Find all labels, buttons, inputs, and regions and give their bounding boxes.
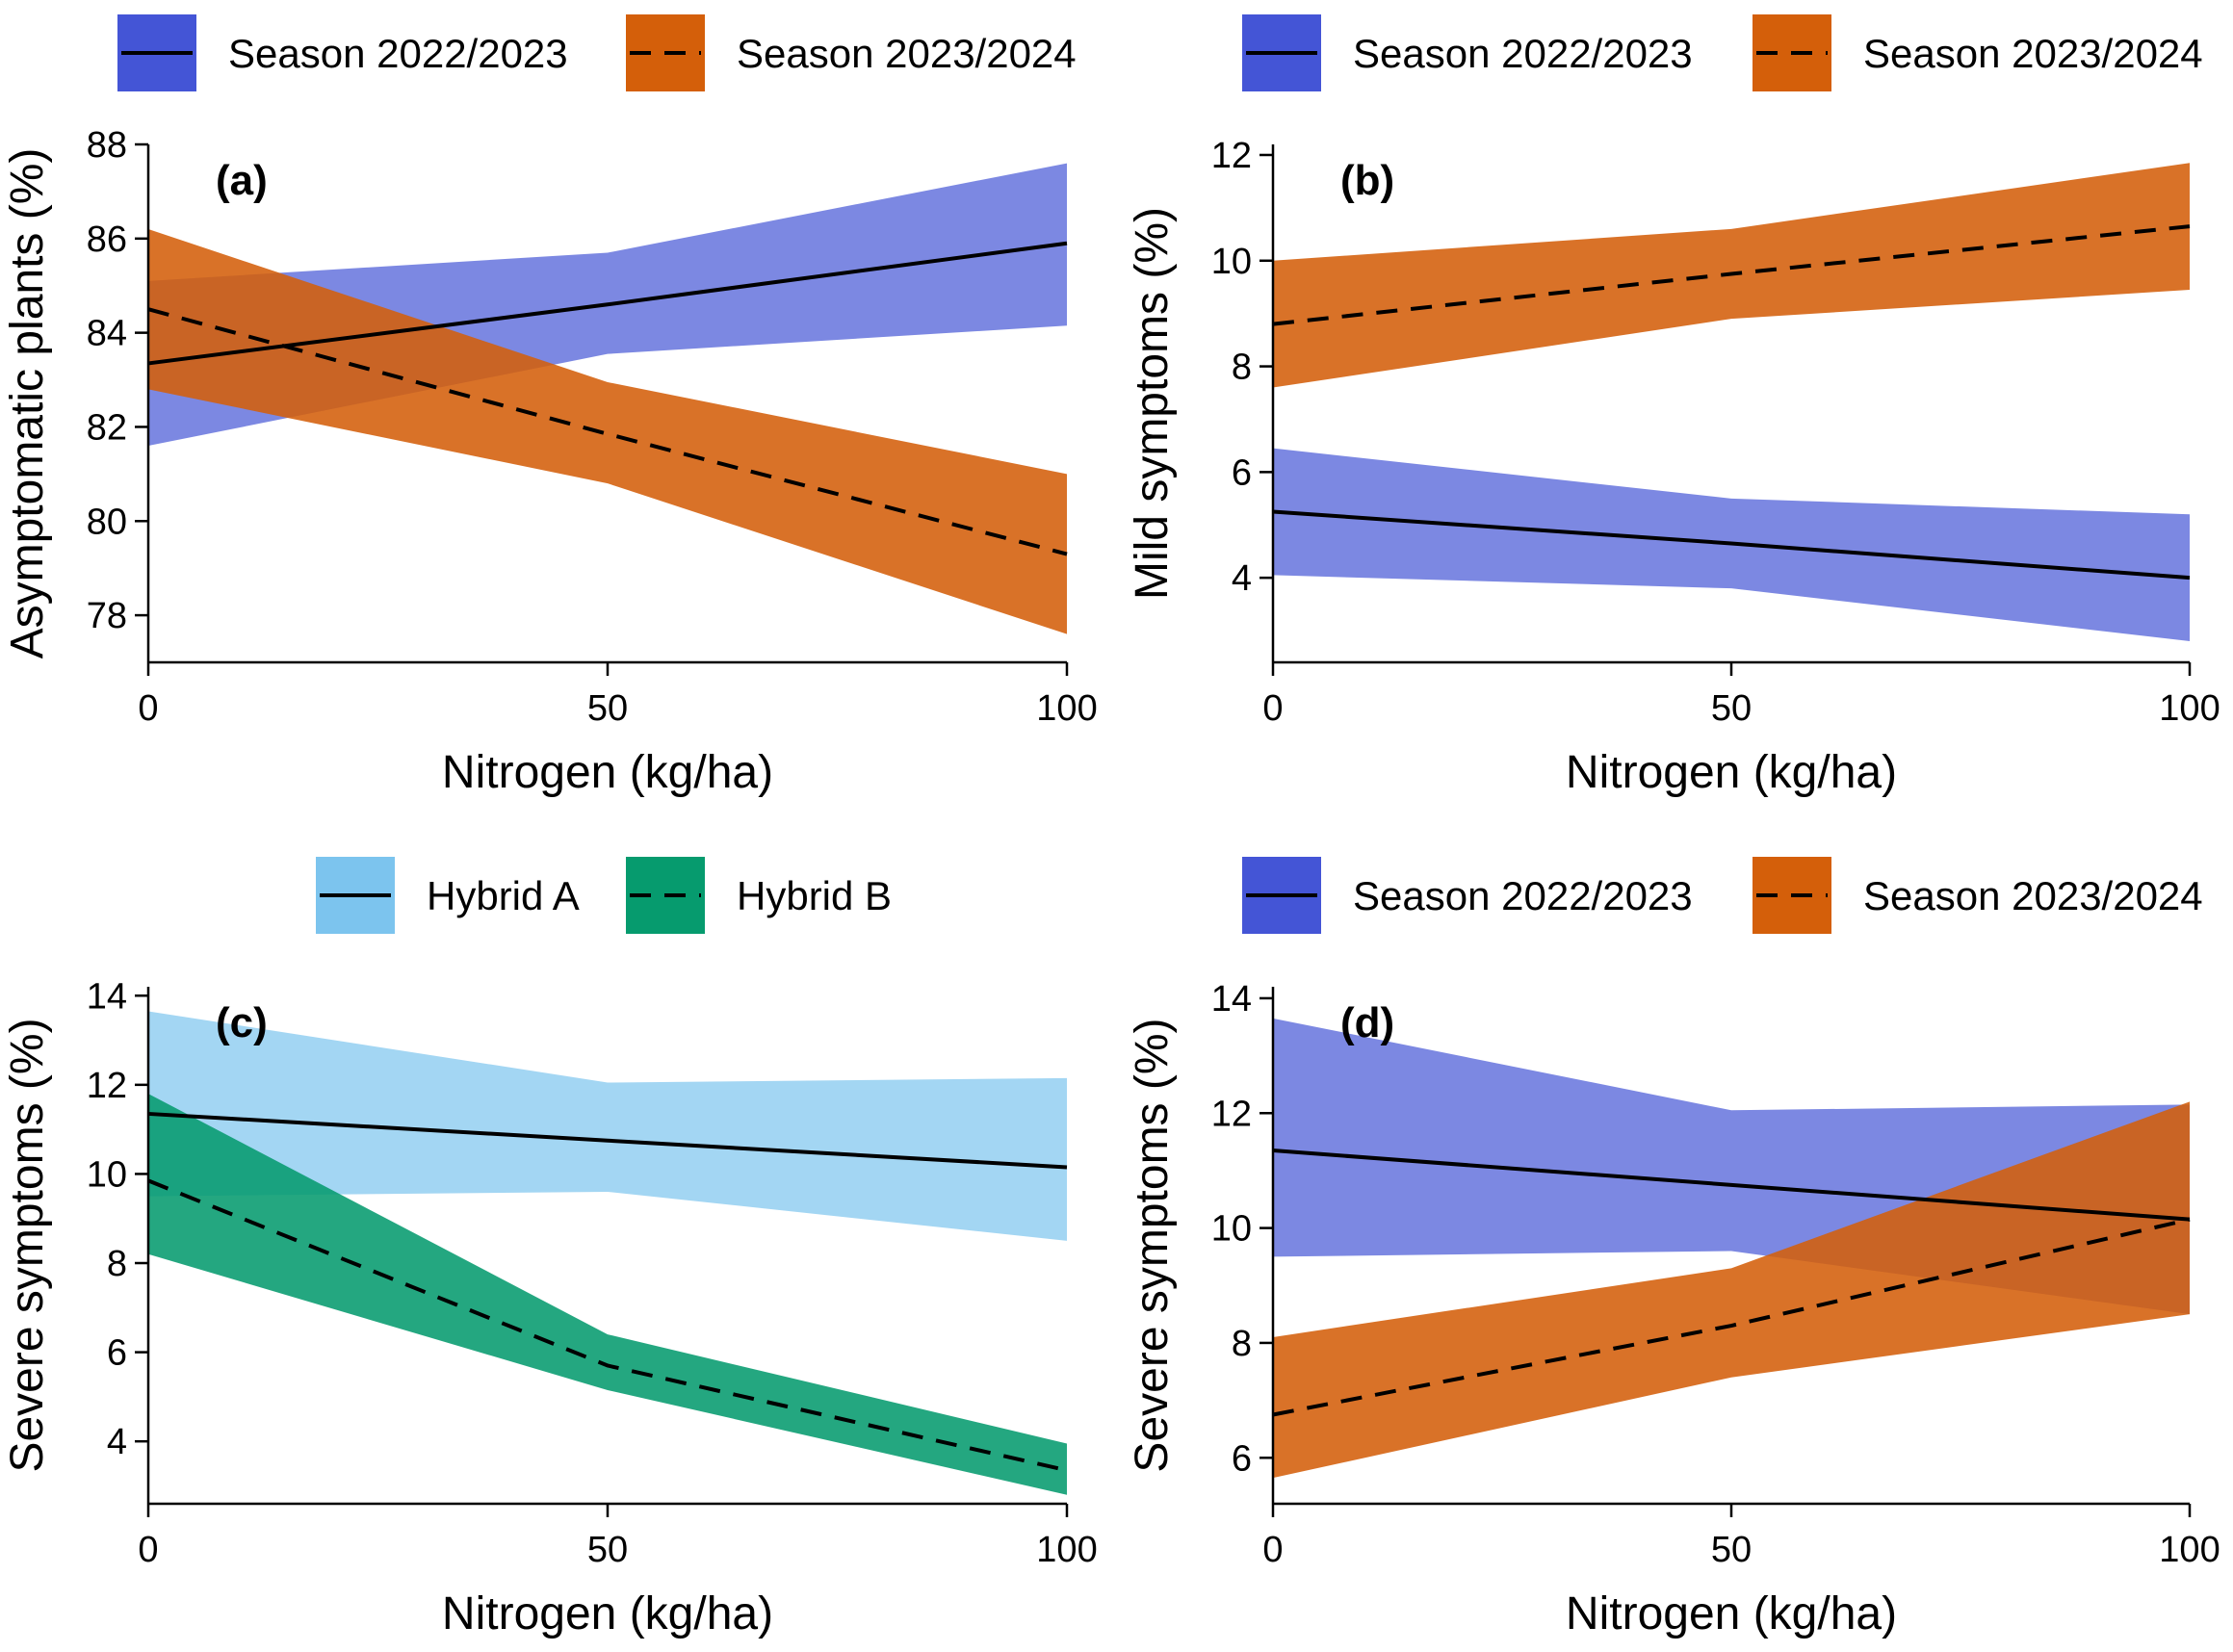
legend: Season 2022/2023 Season 2023/2024: [1242, 14, 2203, 91]
x-axis-title: Nitrogen (kg/ha): [1566, 1588, 1897, 1639]
legend: Season 2022/2023 Season 2023/2024: [1242, 857, 2203, 934]
y-tick-label: 10: [1211, 1209, 1252, 1250]
legend: Hybrid A Hybrid B: [316, 857, 892, 934]
legend-item-2: Season 2023/2024: [626, 14, 1077, 91]
y-axis-title: Severe symptoms (%): [2, 1018, 53, 1472]
y-tick-label: 6: [1232, 1438, 1252, 1479]
y-tick-label: 8: [1232, 348, 1252, 388]
y-tick-label: 4: [107, 1422, 127, 1462]
panel-label: (c): [216, 999, 268, 1046]
x-tick-label: 0: [138, 1530, 158, 1570]
legend-label: Hybrid B: [737, 873, 892, 918]
series-line-2: [1272, 224, 2191, 326]
confidence-band-2: [148, 1094, 1067, 1495]
series-line-2: [147, 1178, 1068, 1473]
y-tick-label: 14: [87, 976, 127, 1017]
legend-item-1: Season 2022/2023: [1242, 14, 1693, 91]
y-tick-label: 84: [87, 314, 127, 354]
confidence-band-2: [1273, 1101, 2190, 1479]
legend-label: Season 2022/2023: [228, 31, 568, 76]
y-tick-label: 8: [107, 1244, 127, 1284]
x-tick-label: 100: [1036, 1530, 1097, 1570]
y-axis-title: Mild symptoms (%): [1127, 207, 1178, 600]
confidence-band-1: [148, 1011, 1067, 1241]
panel-b: 0 50 100 4 6 8 10 12 Nitrogen (kg/ha) Mild sympto…: [1127, 14, 2220, 798]
y-tick-label: 4: [1232, 558, 1252, 599]
x-tick-label: 100: [1036, 688, 1097, 729]
legend-item-2: Season 2023/2024: [1753, 14, 2203, 91]
x-tick-label: 50: [1711, 1530, 1752, 1570]
y-tick-label: 78: [87, 596, 127, 636]
y-tick-label: 8: [1232, 1324, 1252, 1364]
y-tick-label: 12: [87, 1066, 127, 1106]
y-tick-label: 80: [87, 502, 127, 542]
panel-label: (b): [1340, 157, 1394, 204]
y-tick-label: 10: [87, 1154, 127, 1195]
y-tick-label: 6: [1232, 452, 1252, 493]
y-tick-label: 6: [107, 1333, 127, 1374]
y-tick-label: 88: [87, 125, 127, 166]
legend-item-1: Season 2022/2023: [117, 14, 568, 91]
y-tick-label: 82: [87, 407, 127, 448]
y-axis-title: Severe symptoms (%): [1127, 1018, 1178, 1472]
series-line-1: [147, 1111, 1068, 1170]
series-line-1: [1272, 509, 2191, 581]
panel-d: 0 50 100 6 8 10 12 14 Nitrogen (kg/ha) Severe sym…: [1127, 857, 2220, 1639]
x-tick-label: 0: [138, 688, 158, 729]
confidence-band-2: [148, 229, 1067, 634]
legend-label: Hybrid A: [427, 873, 580, 918]
legend-label: Season 2023/2024: [1863, 31, 2203, 76]
panel-label: (d): [1340, 999, 1394, 1046]
y-tick-label: 10: [1211, 242, 1252, 282]
x-tick-label: 50: [587, 688, 628, 729]
x-tick-label: 0: [1262, 688, 1283, 729]
x-axis-title: Nitrogen (kg/ha): [442, 1588, 773, 1639]
x-axis-title: Nitrogen (kg/ha): [1566, 747, 1897, 798]
panel-label: (a): [216, 157, 268, 204]
y-tick-label: 14: [1211, 979, 1252, 1020]
legend-label: Season 2022/2023: [1353, 31, 1693, 76]
x-tick-label: 0: [1262, 1530, 1283, 1570]
series-line-2: [147, 307, 1068, 556]
legend-label: Season 2023/2024: [1863, 873, 2203, 918]
legend: Season 2022/2023 Season 2023/2024: [117, 14, 1077, 91]
series-line-1: [1272, 1149, 2191, 1222]
x-tick-label: 50: [1711, 688, 1752, 729]
x-tick-label: 50: [587, 1530, 628, 1570]
series-line-2: [1272, 1217, 2191, 1417]
y-tick-label: 12: [1211, 136, 1252, 176]
panel-a: 0 50 100 78 80 82 84 86 88 Nitrogen (kg/ha) Asympt…: [2, 14, 1098, 798]
panel-c: 0 50 100 4 6 8 10 12 14 Nitrogen (kg/ha) Severe sy…: [2, 857, 1098, 1639]
series-line-1: [147, 241, 1068, 366]
legend-item-1: Season 2022/2023: [1242, 857, 1693, 934]
x-tick-label: 100: [2159, 1530, 2220, 1570]
legend-item-2: Hybrid B: [626, 857, 892, 934]
legend-item-1: Hybrid A: [316, 857, 580, 934]
y-tick-label: 86: [87, 219, 127, 260]
y-tick-label: 12: [1211, 1094, 1252, 1134]
x-axis-title: Nitrogen (kg/ha): [442, 747, 773, 798]
x-tick-label: 100: [2159, 688, 2220, 729]
legend-label: Season 2023/2024: [737, 31, 1077, 76]
legend-item-2: Season 2023/2024: [1753, 857, 2203, 934]
y-axis-title: Asymptomatic plants (%): [2, 148, 53, 659]
legend-label: Season 2022/2023: [1353, 873, 1693, 918]
